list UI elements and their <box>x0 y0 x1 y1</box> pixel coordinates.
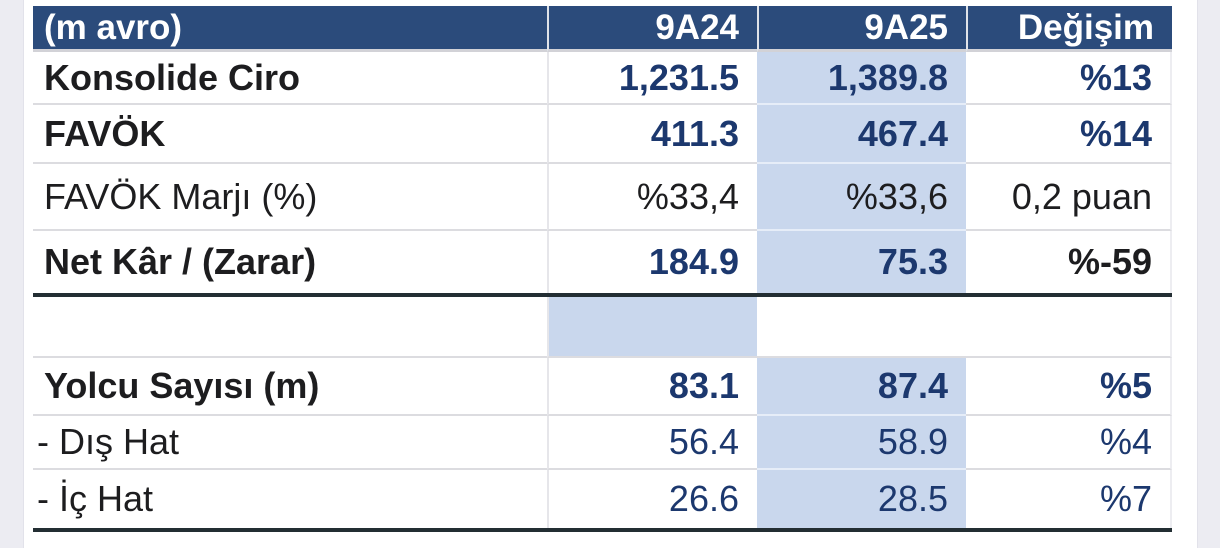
favok-marji-label: FAVÖK Marjı (%) <box>33 164 547 231</box>
page-margin-right <box>1197 0 1220 548</box>
dis-hat-label: - Dış Hat <box>33 416 547 470</box>
dis-hat-change: %4 <box>966 416 1172 470</box>
header-unit-cell: (m avro) <box>33 6 547 52</box>
ic-hat-label: - İç Hat <box>33 470 547 528</box>
financial-results-table: (m avro) 9A24 9A25 Değişim Konsolide Cir… <box>33 6 1172 532</box>
konsolide-ciro-9a24: 1,231.5 <box>547 52 757 105</box>
ic-hat-9a25: 28.5 <box>757 470 966 528</box>
yolcu-sayisi-9a25: 87.4 <box>757 358 966 416</box>
dis-hat-9a24: 56.4 <box>547 416 757 470</box>
net-kar-change: %-59 <box>966 231 1172 293</box>
spacer-row-label <box>33 297 547 358</box>
konsolide-ciro-change: %13 <box>966 52 1172 105</box>
net-kar-9a24: 184.9 <box>547 231 757 293</box>
yolcu-sayisi-label: Yolcu Sayısı (m) <box>33 358 547 416</box>
favok-9a24: 411.3 <box>547 105 757 164</box>
header-change-cell: Değişim <box>966 6 1172 52</box>
favok-marji-9a24: %33,4 <box>547 164 757 231</box>
page-margin-left <box>0 0 24 548</box>
net-kar-9a25: 75.3 <box>757 231 966 293</box>
spacer-row-9a24 <box>547 297 757 358</box>
favok-9a25: 467.4 <box>757 105 966 164</box>
spacer-row-9a25 <box>757 297 966 358</box>
konsolide-ciro-9a25: 1,389.8 <box>757 52 966 105</box>
net-kar-section-divider <box>33 293 1172 297</box>
spacer-row-change <box>966 297 1172 358</box>
konsolide-ciro-label: Konsolide Ciro <box>33 52 547 105</box>
dis-hat-9a25: 58.9 <box>757 416 966 470</box>
favok-change: %14 <box>966 105 1172 164</box>
favok-marji-change: 0,2 puan <box>966 164 1172 231</box>
table-bottom-border <box>33 528 1172 532</box>
ic-hat-9a24: 26.6 <box>547 470 757 528</box>
yolcu-sayisi-9a24: 83.1 <box>547 358 757 416</box>
favok-marji-9a25: %33,6 <box>757 164 966 231</box>
header-9a25-cell: 9A25 <box>757 6 966 52</box>
net-kar-label: Net Kâr / (Zarar) <box>33 231 547 293</box>
yolcu-sayisi-change: %5 <box>966 358 1172 416</box>
header-9a24-cell: 9A24 <box>547 6 757 52</box>
favok-label: FAVÖK <box>33 105 547 164</box>
ic-hat-change: %7 <box>966 470 1172 528</box>
